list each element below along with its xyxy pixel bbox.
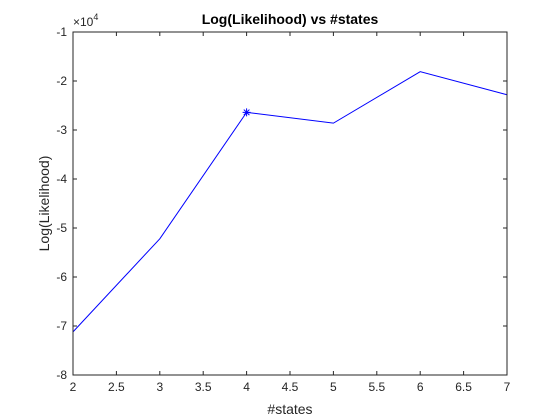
x-tick-label: 4.5 [282, 380, 299, 394]
y-tick-label: -3 [56, 123, 67, 137]
series-line [72, 71, 508, 333]
y-tick-label: -6 [56, 270, 67, 284]
plot-area [73, 32, 507, 375]
x-tick-label: 2.5 [108, 380, 125, 394]
series-layer [72, 71, 508, 333]
x-axis-label: #states [267, 401, 312, 417]
y-tick-label: -1 [56, 25, 67, 39]
x-tick-label: 5 [330, 380, 337, 394]
chart-title: Log(Likelihood) vs #states [202, 11, 379, 27]
x-ticks: 2 2.5 3 3.5 4 4.5 5 5.5 6 6.5 7 [70, 32, 511, 394]
x-tick-label: 2 [70, 380, 77, 394]
x-tick-label: 6 [417, 380, 424, 394]
y-ticks: -8 -7 -6 -5 -4 -3 -2 -1 [56, 25, 507, 382]
x-tick-label: 7 [504, 380, 511, 394]
x-tick-label: 4 [243, 380, 250, 394]
axes-box [72, 31, 508, 376]
y-tick-label: -5 [56, 221, 67, 235]
y-tick-label: -2 [56, 74, 67, 88]
x-tick-label: 3 [156, 380, 163, 394]
y-tick-label: -8 [56, 368, 67, 382]
x-tick-label: 3.5 [195, 380, 212, 394]
y-axis-label: Log(Likelihood) [36, 156, 52, 252]
asterisk-marker-stroke [243, 109, 250, 116]
x-tick-label: 5.5 [368, 380, 385, 394]
y-tick-label: -4 [56, 172, 67, 186]
y-exponent-base: ×10 [73, 15, 94, 29]
y-tick-label: -7 [56, 319, 67, 333]
asterisk-marker [242, 108, 251, 117]
y-exponent-power: 4 [93, 12, 98, 22]
y-exponent-label: ×104 [73, 12, 98, 29]
x-tick-label: 6.5 [455, 380, 472, 394]
